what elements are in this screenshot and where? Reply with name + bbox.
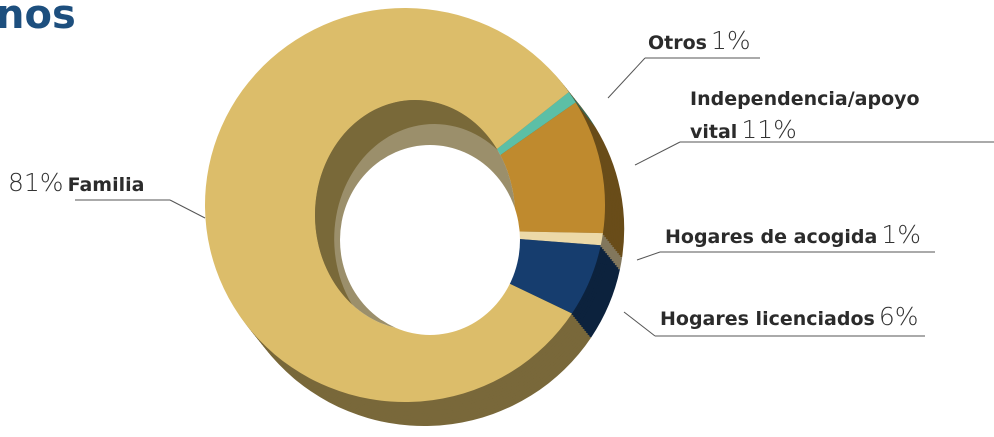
hole: [340, 145, 520, 335]
slice-label: Independencia/apoyo vital 11%: [690, 84, 920, 148]
slice: [496, 92, 576, 156]
value-label: 11%: [741, 115, 797, 144]
value-label: 1%: [881, 220, 922, 249]
category-name: Otros: [648, 32, 707, 54]
leader-line: [634, 141, 681, 166]
slice-label: Hogares licenciados 6%: [660, 302, 980, 335]
value-label: 81%: [8, 168, 64, 197]
value-label: 6%: [878, 302, 919, 331]
leader-line: [623, 311, 656, 337]
leader-line: [169, 199, 206, 219]
category-name: Hogares licenciados: [660, 308, 875, 330]
category-name: Familia: [67, 174, 145, 196]
slice-label: 81% Familia: [8, 168, 208, 201]
leader-line: [607, 57, 646, 99]
slice: [500, 102, 605, 234]
slice: [498, 238, 601, 314]
category-name: Independencia/apoyo vital: [690, 88, 920, 143]
value-label: 1%: [710, 26, 751, 55]
category-name: Hogares de acogida: [665, 226, 878, 248]
slice-label: Hogares de acogida 1%: [665, 220, 965, 253]
slice-label: Otros 1%: [648, 26, 848, 59]
chart-title: nos: [0, 0, 76, 38]
slice: [512, 231, 603, 246]
leader-line: [636, 251, 661, 261]
